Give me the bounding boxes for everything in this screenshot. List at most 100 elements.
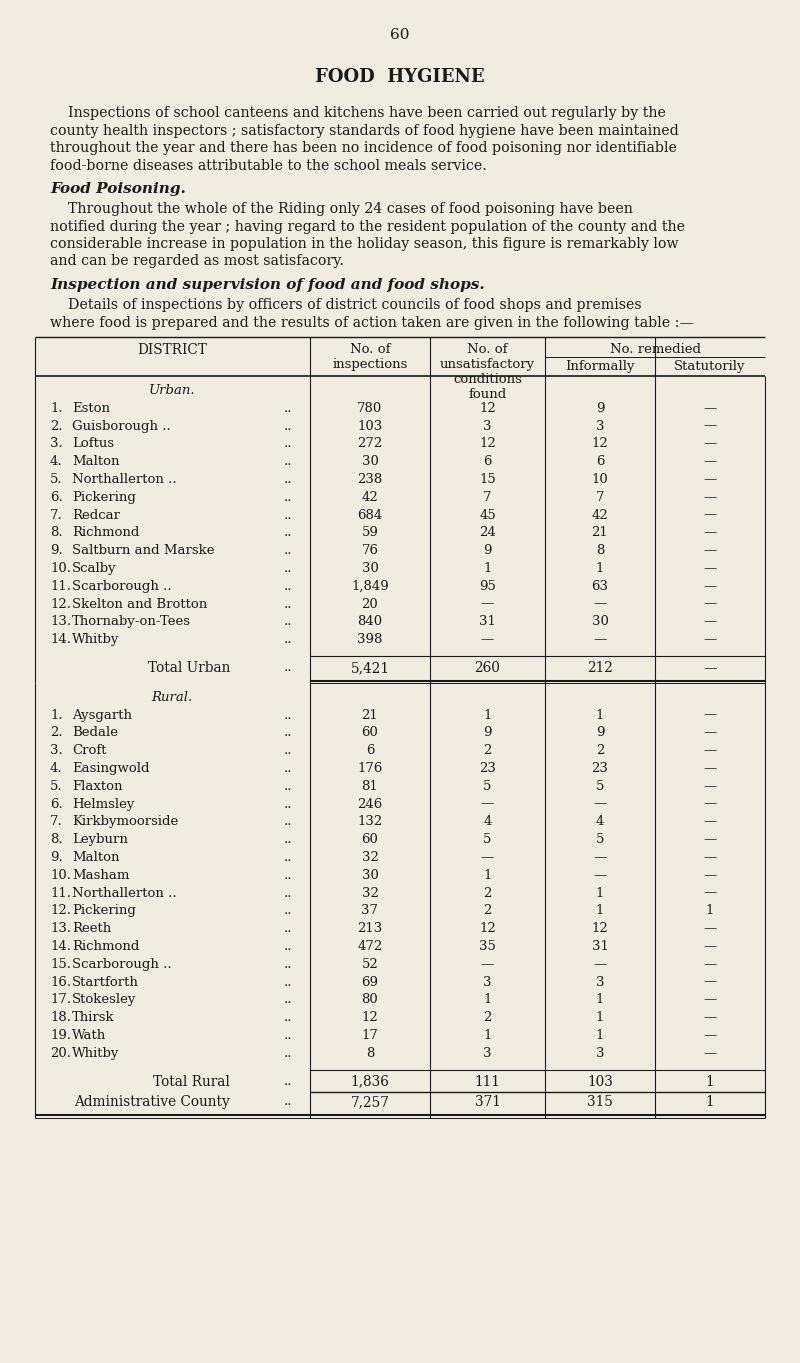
Text: ..: .. <box>284 851 292 864</box>
Text: 76: 76 <box>362 544 378 557</box>
Text: 19.: 19. <box>50 1029 71 1041</box>
Text: 1: 1 <box>483 994 492 1006</box>
Text: 371: 371 <box>474 1096 501 1109</box>
Text: 1.: 1. <box>50 402 62 414</box>
Text: Northallerton ..: Northallerton .. <box>72 473 177 487</box>
Text: 238: 238 <box>358 473 382 487</box>
Text: ..: .. <box>284 780 292 793</box>
Text: 8.: 8. <box>50 526 62 540</box>
Text: —: — <box>703 455 717 469</box>
Text: 6: 6 <box>596 455 604 469</box>
Text: throughout the year and there has been no incidence of food poisoning nor identi: throughout the year and there has been n… <box>50 140 677 155</box>
Text: 2: 2 <box>483 1011 492 1024</box>
Text: 80: 80 <box>362 994 378 1006</box>
Text: 2: 2 <box>483 886 492 900</box>
Text: 212: 212 <box>587 661 613 675</box>
Text: 12: 12 <box>592 923 608 935</box>
Text: 2: 2 <box>596 744 604 758</box>
Text: 5: 5 <box>596 833 604 846</box>
Text: 12.: 12. <box>50 905 71 917</box>
Text: ..: .. <box>284 438 292 450</box>
Text: Wath: Wath <box>72 1029 106 1041</box>
Text: ..: .. <box>284 958 292 970</box>
Text: —: — <box>703 544 717 557</box>
Text: ..: .. <box>284 597 292 611</box>
Text: ..: .. <box>284 1011 292 1024</box>
Text: and can be regarded as most satisfacory.: and can be regarded as most satisfacory. <box>50 255 344 269</box>
Text: —: — <box>703 473 717 487</box>
Text: —: — <box>703 868 717 882</box>
Text: —: — <box>703 976 717 988</box>
Text: 6.: 6. <box>50 797 62 811</box>
Text: Flaxton: Flaxton <box>72 780 122 793</box>
Text: 1: 1 <box>596 1011 604 1024</box>
Text: Reeth: Reeth <box>72 923 111 935</box>
Text: Eston: Eston <box>72 402 110 414</box>
Text: considerable increase in population in the holiday season, this figure is remark: considerable increase in population in t… <box>50 237 678 251</box>
Text: 132: 132 <box>358 815 382 829</box>
Text: 9.: 9. <box>50 544 62 557</box>
Text: 69: 69 <box>362 976 378 988</box>
Text: 1: 1 <box>706 1074 714 1089</box>
Text: Urban.: Urban. <box>149 384 195 397</box>
Text: ..: .. <box>284 1029 292 1041</box>
Text: 1: 1 <box>706 905 714 917</box>
Text: Leyburn: Leyburn <box>72 833 128 846</box>
Text: 5.: 5. <box>50 473 62 487</box>
Text: No. remedied: No. remedied <box>610 343 701 356</box>
Text: 7,257: 7,257 <box>350 1096 390 1109</box>
Text: Inspections of school canteens and kitchens have been carried out regularly by t: Inspections of school canteens and kitch… <box>50 106 666 120</box>
Text: 260: 260 <box>474 661 501 675</box>
Text: 95: 95 <box>479 579 496 593</box>
Text: Loftus: Loftus <box>72 438 114 450</box>
Text: Richmond: Richmond <box>72 940 139 953</box>
Text: Whitby: Whitby <box>72 1047 119 1060</box>
Text: 103: 103 <box>358 420 382 432</box>
Text: 8: 8 <box>366 1047 374 1060</box>
Text: 2: 2 <box>483 744 492 758</box>
Text: 32: 32 <box>362 886 378 900</box>
Text: 14.: 14. <box>50 940 71 953</box>
Text: —: — <box>703 744 717 758</box>
Text: 31: 31 <box>591 940 609 953</box>
Text: Aysgarth: Aysgarth <box>72 709 132 721</box>
Text: Total Rural: Total Rural <box>153 1074 230 1089</box>
Text: 1: 1 <box>596 562 604 575</box>
Text: ..: .. <box>284 1074 292 1088</box>
Text: 2: 2 <box>483 905 492 917</box>
Text: 8.: 8. <box>50 833 62 846</box>
Text: —: — <box>481 597 494 611</box>
Text: 63: 63 <box>591 579 609 593</box>
Text: 15.: 15. <box>50 958 71 970</box>
Text: 103: 103 <box>587 1074 613 1089</box>
Text: —: — <box>703 780 717 793</box>
Text: 6: 6 <box>483 455 492 469</box>
Text: Helmsley: Helmsley <box>72 797 134 811</box>
Text: 5,421: 5,421 <box>350 661 390 675</box>
Text: 32: 32 <box>362 851 378 864</box>
Text: 30: 30 <box>362 868 378 882</box>
Text: 6.: 6. <box>50 491 62 504</box>
Text: 23: 23 <box>591 762 609 776</box>
Text: 60: 60 <box>390 29 410 42</box>
Text: Malton: Malton <box>72 851 119 864</box>
Text: Richmond: Richmond <box>72 526 139 540</box>
Text: ..: .. <box>284 833 292 846</box>
Text: 2.: 2. <box>50 726 62 739</box>
Text: Startforth: Startforth <box>72 976 139 988</box>
Text: Informally: Informally <box>566 360 634 373</box>
Text: —: — <box>703 815 717 829</box>
Text: 60: 60 <box>362 726 378 739</box>
Text: 3: 3 <box>596 976 604 988</box>
Text: ..: .. <box>284 544 292 557</box>
Text: —: — <box>703 1029 717 1041</box>
Text: ..: .. <box>284 797 292 811</box>
Text: —: — <box>703 579 717 593</box>
Text: 59: 59 <box>362 526 378 540</box>
Text: 780: 780 <box>358 402 382 414</box>
Text: —: — <box>703 923 717 935</box>
Text: 15: 15 <box>479 473 496 487</box>
Text: Scarborough ..: Scarborough .. <box>72 579 172 593</box>
Text: —: — <box>703 526 717 540</box>
Text: ..: .. <box>284 923 292 935</box>
